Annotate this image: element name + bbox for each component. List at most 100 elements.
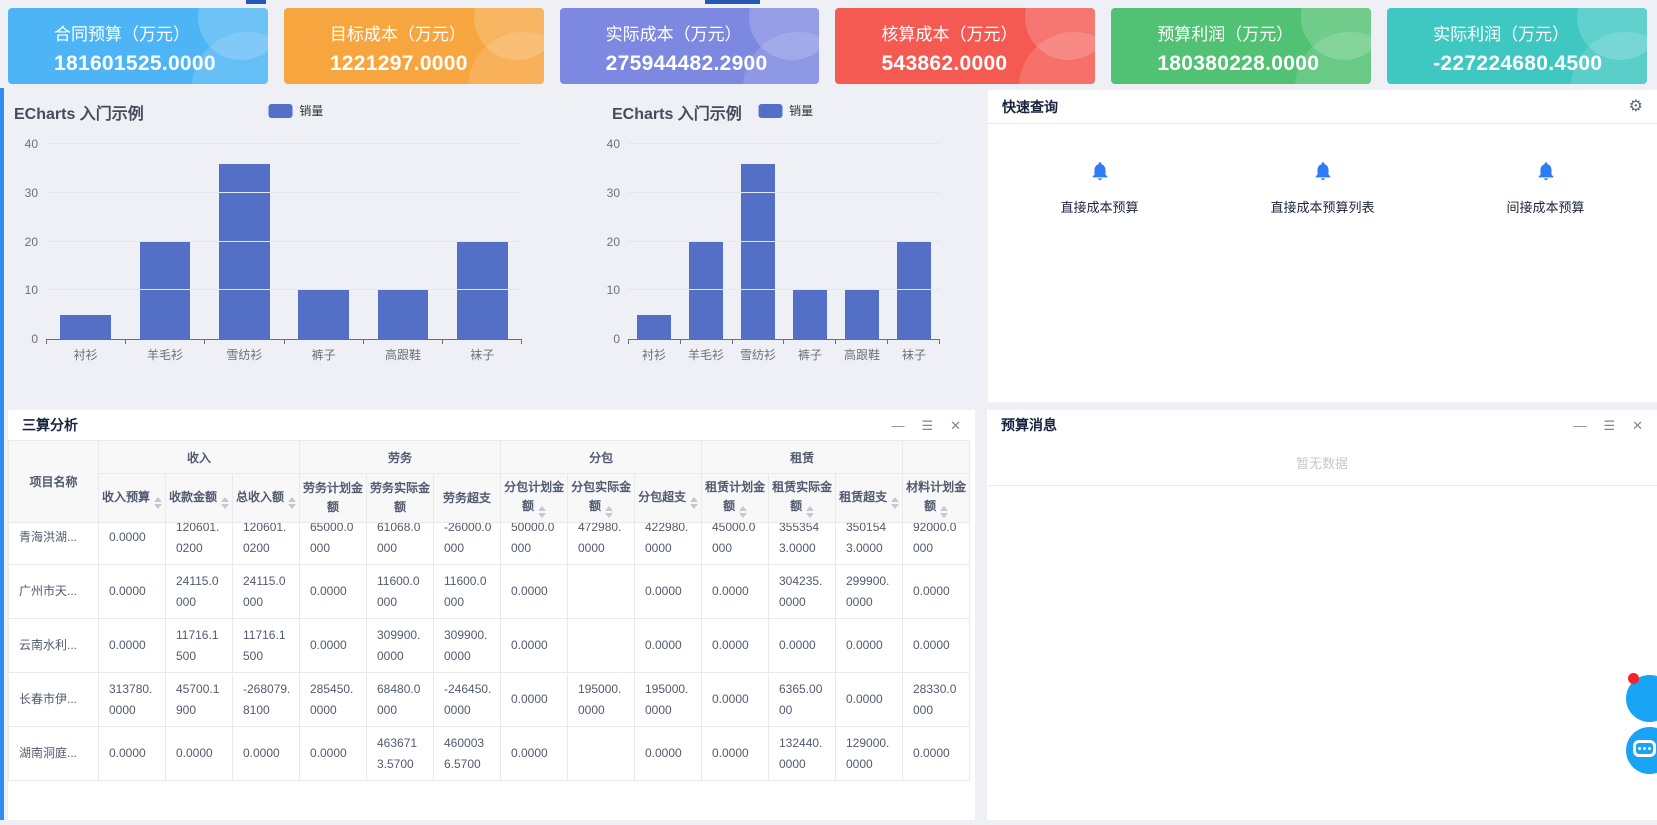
menu-icon[interactable]: ☰ (921, 417, 934, 433)
table-row[interactable]: 长春市伊... 313780.0000 45700.1900 -268079.8100… (8, 672, 970, 727)
value-cell: 0.0000 (701, 726, 769, 781)
kpi-value: -227224680.4500 (1433, 52, 1603, 75)
table-row[interactable]: 湖南洞庭... 0.0000 0.0000 0.0000 0.0000 4636713.5… (8, 726, 970, 781)
bar-雪纺衫 (741, 163, 775, 339)
bar-高跟鞋 (845, 290, 879, 339)
value-cell: 0.0000 (634, 564, 702, 619)
value-cell: 0.0000 (634, 726, 702, 781)
gridline (628, 289, 940, 291)
close-icon[interactable]: ✕ (950, 417, 961, 433)
quick-link-label: 间接成本预算 (1506, 200, 1585, 215)
sort-caret-icon[interactable] (739, 506, 748, 518)
kpi-card-target-cost: 目标成本（万元） 1221297.0000 (283, 8, 544, 84)
sort-caret-icon[interactable] (806, 506, 815, 518)
y-axis-tick-label: 30 (606, 185, 620, 200)
column-header[interactable]: 租赁计划金额 (701, 473, 770, 523)
x-axis-label: 高跟鞋 (843, 348, 880, 362)
kpi-label: 核算成本（万元） (881, 25, 1018, 44)
value-cell: 11716.1500 (232, 618, 300, 673)
bar-袜子 (456, 241, 508, 339)
column-header[interactable]: 总收入额 (231, 473, 301, 523)
legend-item-sales[interactable]: 销量 (758, 102, 813, 119)
column-header[interactable]: 材料计划金额 (902, 473, 971, 523)
chart-title: ECharts 入门示例 (14, 106, 144, 123)
value-cell: 0.0000 (701, 672, 769, 727)
chat-icon (1633, 740, 1656, 757)
legend-swatch (758, 103, 783, 118)
column-header[interactable]: 租赁实际金额 (768, 473, 837, 523)
value-cell: 120601.0200 (165, 523, 233, 565)
sort-caret-icon[interactable] (221, 496, 230, 509)
table-row[interactable]: 广州市天... 0.0000 24115.0000 24115.0000 0.0000 1… (8, 564, 970, 619)
project-name-cell: 青海洪湖... (8, 523, 99, 565)
panel-title: 快速查询 (1002, 98, 1058, 115)
x-axis-label: 雪纺衫 (226, 348, 263, 362)
sort-caret-icon[interactable] (538, 506, 547, 518)
value-cell: 0.0000 (232, 726, 300, 781)
bar-雪纺衫 (218, 163, 270, 339)
value-cell: 0.0000 (902, 618, 970, 673)
gridline (628, 191, 940, 193)
x-axis-ticks (628, 339, 940, 344)
column-header[interactable]: 分包计划金额 (500, 473, 569, 523)
y-axis-tick-label: 40 (606, 137, 620, 151)
value-cell: 0.0000 (835, 618, 903, 673)
column-header[interactable]: 租赁超支 (835, 473, 904, 523)
table-group-header-row: 项目名称 收入 劳务 分包 租赁 (8, 440, 971, 523)
sort-caret-icon[interactable] (940, 506, 949, 518)
sort-caret-icon[interactable] (288, 496, 297, 509)
kpi-label: 实际利润（万元） (1433, 25, 1570, 44)
column-header: 劳务超支 (433, 473, 502, 523)
chart-plot-area: 0 10 20 30 40 (607, 137, 940, 346)
column-header[interactable]: 收入预算 (98, 473, 166, 523)
sort-caret-icon[interactable] (690, 496, 699, 509)
value-cell: 129000.0000 (835, 726, 903, 781)
y-axis-tick-label: 40 (24, 137, 38, 151)
legend-swatch (268, 103, 293, 118)
sort-caret-icon[interactable] (154, 496, 163, 509)
column-group-header: 租赁 (701, 440, 904, 474)
value-cell: 0.0000 (500, 564, 568, 619)
chat-fab-button[interactable] (1626, 727, 1657, 774)
bar-高跟鞋 (377, 290, 429, 339)
value-cell: 0.0000 (98, 726, 166, 781)
column-header[interactable]: 分包超支 (634, 473, 703, 523)
x-axis-label: 袜子 (470, 348, 495, 362)
minimize-icon[interactable]: — (891, 417, 905, 433)
quick-link-indirect-cost-budget[interactable]: 间接成本预算 (1434, 160, 1657, 216)
top-accent-bar (705, 0, 760, 4)
value-cell: 68480.0000 (366, 672, 434, 727)
quick-query-panel: 快速查询 ⚙ 直接成本预算 直接成本预算列表 间接成本预算 (988, 90, 1657, 402)
table-row[interactable]: 青海洪湖... 0.0000 120601.0200 120601.0200 65000… (8, 523, 970, 565)
gridline (628, 240, 940, 242)
value-cell: 304235.0000 (768, 564, 836, 619)
value-cell: -26000.0000 (433, 523, 501, 565)
three-calc-analysis-panel: 三算分析 — ☰ ✕ 项目名称 收入 劳务 分包 租赁 收入预算 收款金额 总收入额 劳务计划… (8, 410, 975, 820)
sort-caret-icon[interactable] (891, 496, 900, 509)
gear-icon[interactable]: ⚙ (1628, 97, 1643, 115)
sort-caret-icon[interactable] (605, 506, 614, 518)
bell-icon (1315, 162, 1330, 181)
close-icon[interactable]: ✕ (1632, 417, 1643, 433)
value-cell: 0.0000 (98, 618, 166, 673)
x-axis-label: 羊毛衫 (687, 348, 724, 362)
column-header[interactable]: 收款金额 (165, 473, 233, 523)
column-header[interactable]: 分包实际金额 (567, 473, 636, 523)
table-row[interactable]: 云南水利... 0.0000 11716.1500 11716.1500 0.0000 3… (8, 618, 970, 673)
value-cell: 309900.0000 (366, 618, 434, 673)
kpi-label: 实际成本（万元） (605, 25, 742, 44)
kpi-card-actual-profit: 实际利润（万元） -227224680.4500 (1387, 8, 1647, 84)
minimize-icon[interactable]: — (1573, 417, 1587, 433)
bar-series (628, 144, 940, 339)
menu-icon[interactable]: ☰ (1603, 417, 1616, 433)
project-name-cell: 湖南洞庭... (8, 726, 99, 781)
notification-fab-button[interactable] (1626, 673, 1657, 722)
gridline (628, 143, 940, 144)
quick-link-direct-cost-budget[interactable]: 直接成本预算 (988, 160, 1211, 216)
analysis-table-body-viewport[interactable]: 青海洪湖... 0.0000 120601.0200 120601.0200 65000… (8, 523, 975, 825)
kpi-card-actual-cost: 实际成本（万元） 275944482.2900 (559, 8, 820, 84)
value-cell: 0.0000 (299, 564, 367, 619)
value-cell: 65000.0000 (299, 523, 367, 565)
quick-link-direct-cost-budget-list[interactable]: 直接成本预算列表 (1211, 160, 1434, 216)
legend-item-sales[interactable]: 销量 (268, 102, 323, 119)
